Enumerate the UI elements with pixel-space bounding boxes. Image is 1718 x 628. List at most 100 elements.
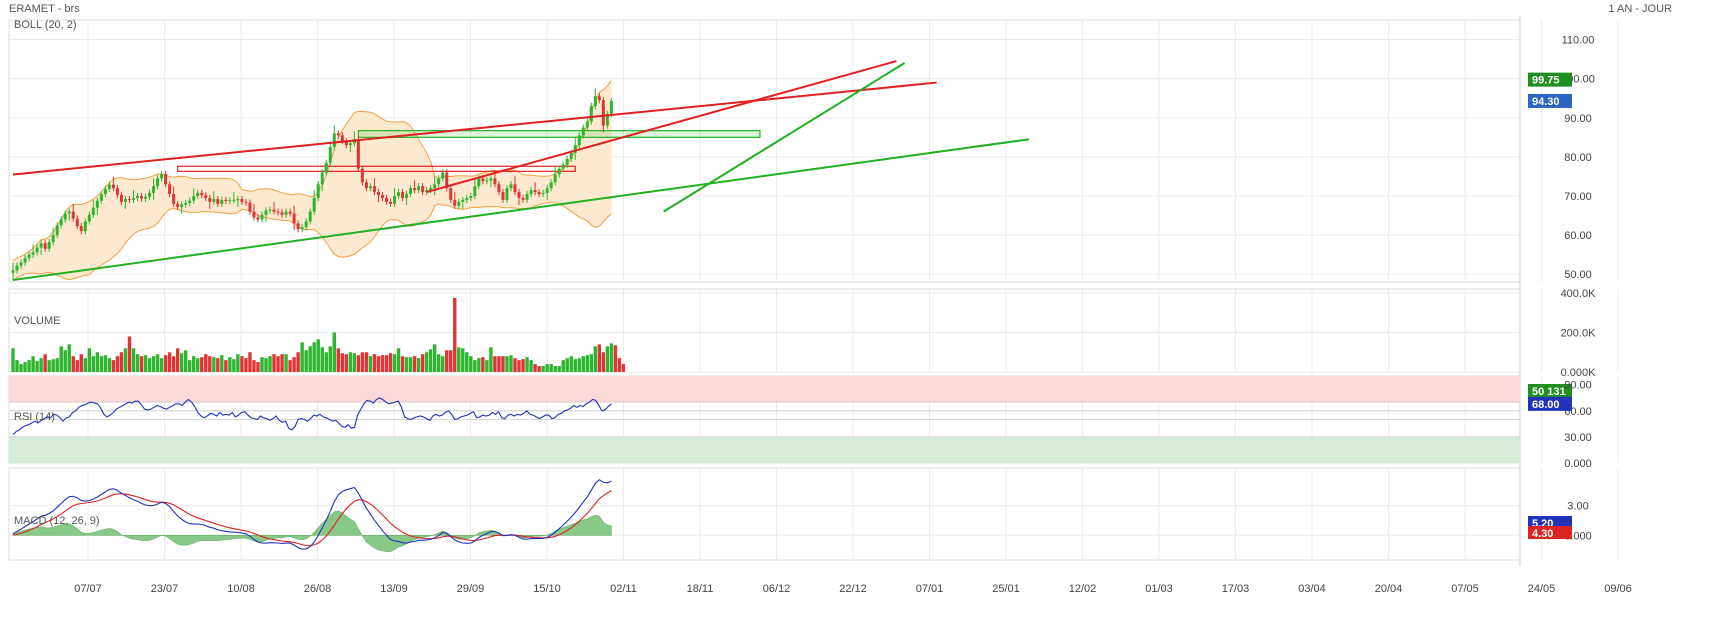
volume-bar	[43, 354, 47, 372]
volume-bar	[188, 360, 192, 372]
volume-bar	[224, 360, 228, 372]
volume-bar	[212, 357, 216, 372]
candle	[601, 100, 605, 126]
candle	[609, 100, 613, 114]
candle	[172, 194, 176, 204]
volume-bar	[23, 362, 27, 372]
candle	[380, 195, 384, 198]
candle	[47, 242, 51, 249]
volume-bar	[131, 348, 136, 372]
volume-bar	[155, 354, 160, 372]
candle	[364, 182, 368, 189]
volume-bar	[175, 348, 180, 372]
volume-bar	[31, 356, 35, 372]
candle	[360, 168, 364, 183]
volume-label: VOLUME	[14, 315, 60, 327]
candle	[545, 188, 549, 193]
rsi-tick-label: 90.00	[1564, 380, 1592, 392]
candle	[521, 197, 525, 200]
volume-bar	[561, 360, 565, 372]
volume-bar	[557, 366, 561, 372]
volume-bar	[300, 342, 304, 372]
volume-bar	[320, 347, 324, 372]
volume-bar	[139, 356, 144, 372]
candle	[529, 190, 533, 195]
candle	[71, 211, 75, 219]
volume-bar	[529, 360, 533, 372]
candle	[461, 199, 465, 202]
candle	[465, 197, 469, 200]
candle	[312, 197, 316, 212]
panel-frame	[8, 288, 1521, 373]
volume-bar	[248, 352, 252, 372]
rsi-line	[12, 397, 612, 435]
volume-bar	[553, 366, 557, 372]
period-label[interactable]: 1 AN - JOUR	[1608, 3, 1672, 15]
candle	[204, 195, 208, 198]
candle	[473, 186, 477, 196]
volume-bar	[252, 360, 256, 372]
volume-bar	[336, 348, 340, 372]
candle	[605, 113, 609, 126]
volume-tick-label: 0.000K	[1561, 367, 1597, 379]
volume-bar	[577, 358, 581, 372]
volume-bar	[400, 356, 405, 372]
candle	[376, 192, 380, 196]
volume-bar	[67, 344, 71, 372]
candle	[384, 197, 388, 202]
candle	[517, 192, 521, 198]
candle	[300, 227, 304, 230]
rsi-panel: RSI (14)	[9, 376, 1520, 463]
volume-bar	[605, 346, 610, 372]
volume-bar	[276, 356, 280, 372]
macd-tag: 4.30	[1532, 528, 1553, 540]
volume-bar	[163, 355, 168, 372]
volume-bar	[408, 357, 413, 372]
volume-bar	[107, 358, 112, 372]
volume-bar	[497, 356, 501, 372]
volume-bar	[613, 345, 618, 372]
candle	[509, 184, 513, 189]
price-tick-label: 70.00	[1564, 191, 1592, 203]
candle	[525, 194, 529, 200]
x-tick-label: 03/04	[1298, 583, 1326, 595]
candle	[220, 199, 224, 204]
volume-bar	[244, 358, 248, 372]
volume-bar	[469, 356, 473, 372]
volume-bar	[192, 356, 196, 372]
volume-bar	[71, 356, 75, 372]
candle	[581, 127, 585, 136]
candle	[103, 188, 107, 195]
volume-bar	[593, 346, 598, 372]
candle	[164, 174, 168, 185]
candle	[316, 184, 320, 198]
volume-bar	[585, 355, 589, 372]
volume-bar	[232, 359, 236, 372]
candle	[541, 192, 545, 195]
candle	[252, 211, 256, 218]
candle	[340, 135, 344, 142]
volume-bar	[27, 360, 31, 372]
x-tick-label: 18/11	[687, 583, 714, 595]
volume-bar	[47, 360, 51, 372]
volume-bar	[589, 354, 594, 372]
x-tick-label: 10/08	[227, 583, 255, 595]
candle	[19, 262, 23, 266]
candle	[236, 199, 240, 201]
candle	[457, 201, 461, 206]
volume-bar	[493, 356, 497, 372]
price-tick-label: 80.00	[1564, 152, 1592, 164]
volume-bar	[75, 360, 79, 372]
candle	[79, 226, 83, 232]
volume-bar	[135, 354, 140, 372]
volume-bar	[324, 352, 328, 372]
volume-bar	[537, 366, 541, 372]
x-tick-label: 20/04	[1375, 583, 1403, 595]
candle	[39, 243, 43, 248]
candle	[111, 184, 115, 189]
candle	[260, 214, 264, 220]
volume-bar	[485, 360, 489, 372]
candle	[513, 184, 517, 193]
candle	[280, 212, 284, 215]
candle	[348, 143, 352, 146]
